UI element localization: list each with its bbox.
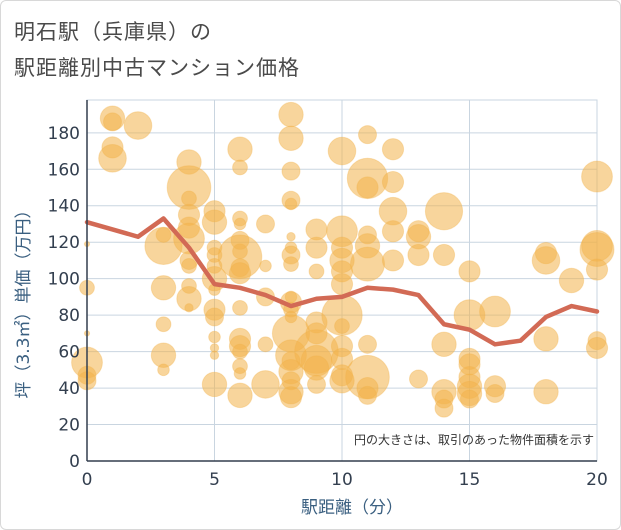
bubble-point: [284, 197, 298, 211]
bubble-point: [432, 243, 456, 267]
y-tick-label: 20: [58, 416, 80, 436]
bubble-point: [558, 267, 585, 294]
bubble-point: [585, 336, 609, 360]
bubble-point: [278, 125, 304, 151]
y-tick-label: 140: [48, 197, 80, 217]
bubble-point: [157, 363, 170, 377]
bubble-point: [150, 275, 177, 301]
chart-title-line2: 駅距離別中古マンション価格: [14, 56, 300, 80]
bubble-point: [155, 316, 172, 333]
bubble-point: [257, 336, 274, 353]
bubble-point: [232, 343, 248, 360]
bubble-point: [409, 369, 428, 389]
bubble-point: [279, 386, 303, 409]
bubble-point: [381, 170, 405, 194]
bubble-point: [381, 249, 405, 272]
bubble-point: [531, 246, 561, 275]
x-tick-label: 15: [459, 470, 481, 490]
bubble-point: [407, 243, 430, 267]
bubble-point: [458, 260, 481, 283]
y-tick-label: 0: [69, 452, 80, 472]
bubble-point: [227, 136, 253, 162]
x-tick-label: 20: [586, 470, 608, 490]
x-tick-label: 0: [82, 470, 93, 490]
bubble-point: [358, 334, 377, 354]
y-tick-label: 60: [58, 343, 80, 363]
y-tick-label: 160: [48, 160, 80, 180]
x-tick-label: 5: [209, 470, 220, 490]
bubble-point: [358, 385, 377, 405]
y-axis-title: 坪（3.3㎡）単価（万円）: [14, 201, 34, 398]
bubble-point: [460, 389, 479, 409]
bubble-point: [209, 350, 220, 360]
bubble-point: [181, 258, 197, 274]
bubble-point: [232, 159, 248, 176]
average-price-line: [84, 216, 600, 347]
bubble-point: [485, 384, 505, 404]
y-tick-label: 180: [48, 124, 80, 144]
bubble-point: [585, 258, 609, 281]
bubble-point: [201, 209, 228, 235]
bubble-point: [350, 246, 385, 282]
bubble-point: [358, 125, 377, 145]
bubble-point: [259, 259, 272, 273]
bubble-point: [434, 398, 454, 418]
bubble-point: [307, 374, 326, 394]
bubble-point: [424, 192, 464, 231]
size-annotation: 円の大きさは、取引のあった物件面積を示す: [354, 432, 594, 447]
bubble-point: [205, 307, 224, 327]
axes-layer: 0 20 40 60 80 100 120 140 160 180 0 5 10 15 20: [48, 100, 608, 490]
bubble-point: [208, 330, 221, 344]
bubble-point: [233, 217, 247, 231]
bubble-point: [278, 101, 304, 128]
bubble-point: [533, 379, 559, 405]
bubble-point: [256, 214, 275, 234]
bubble-point: [327, 136, 357, 166]
x-axis-title: 駅距離（分）: [301, 498, 403, 518]
bubble-point: [581, 160, 613, 193]
bubble-point: [184, 303, 194, 313]
bubble-point: [103, 112, 122, 132]
bubble-point: [181, 190, 197, 207]
bubble-point: [334, 318, 350, 334]
bubble-point: [533, 326, 559, 352]
bubble-point: [228, 262, 252, 285]
bubble-point: [251, 370, 280, 399]
bubble-point: [308, 263, 325, 280]
y-tick-label: 40: [58, 379, 80, 399]
y-tick-label: 80: [58, 306, 80, 326]
bubble-point: [431, 331, 457, 358]
trend-layer: [84, 216, 600, 347]
bubble-point: [356, 176, 379, 199]
bubble-layer: [71, 101, 615, 418]
y-tick-label: 100: [48, 270, 80, 290]
bubble-point: [201, 371, 228, 398]
bubble-point: [283, 256, 299, 272]
bubble-point: [381, 138, 405, 161]
bubble-point: [305, 236, 328, 259]
bubble-point: [227, 382, 253, 409]
chart-title-line1: 明石駅（兵庫県）の: [14, 20, 212, 44]
y-tick-label: 120: [48, 233, 80, 253]
bubble-point: [286, 232, 296, 242]
x-tick-label: 10: [331, 470, 353, 490]
bubble-point: [381, 220, 405, 243]
bubble-point: [281, 161, 301, 181]
bubble-point: [232, 299, 248, 316]
bubble-point: [233, 367, 247, 380]
bubble-point: [98, 144, 127, 173]
bubble-point: [330, 273, 354, 296]
bubble-point: [479, 295, 511, 328]
bubble-point: [155, 227, 172, 243]
bubble-point: [123, 111, 153, 140]
